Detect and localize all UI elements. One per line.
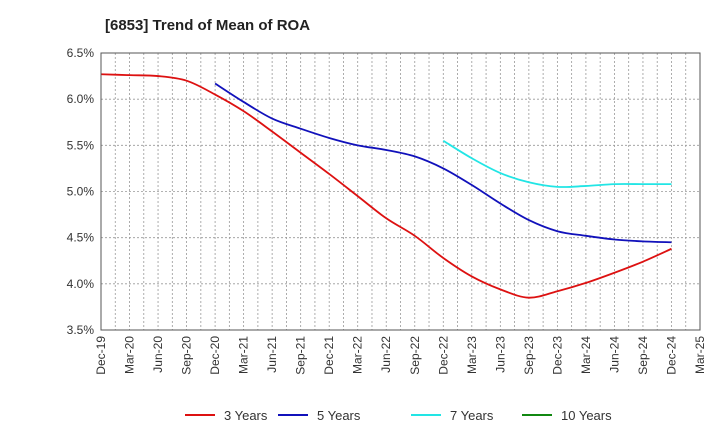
x-tick-label: Jun-24	[607, 336, 621, 373]
x-tick-label: Sep-20	[180, 336, 194, 375]
x-tick-label: Dec-19	[94, 336, 108, 375]
y-tick-label: 3.5%	[67, 323, 95, 337]
x-tick-label: Mar-24	[579, 336, 593, 374]
y-tick-label: 6.0%	[67, 92, 95, 106]
legend-label-3-years: 3 Years	[224, 408, 268, 423]
x-tick-label: Mar-21	[237, 336, 251, 374]
x-tick-label: Dec-24	[664, 336, 678, 375]
legend-label-5-years: 5 Years	[317, 408, 361, 423]
legend: 3 Years 5 Years 7 Years 10 Years	[185, 408, 612, 423]
x-tick-label: Mar-20	[123, 336, 137, 374]
series-line-7-years	[442, 139, 672, 188]
x-tick-label: Sep-21	[294, 336, 308, 375]
y-axis-ticks: 6.5% 6.0% 5.5% 5.0% 4.5% 4.0% 3.5%	[67, 46, 95, 337]
x-tick-label: Mar-22	[351, 336, 365, 374]
x-tick-label: Jun-22	[379, 336, 393, 373]
legend-label-10-years: 10 Years	[561, 408, 612, 423]
x-tick-label: Jun-21	[265, 336, 279, 373]
x-tick-label: Mar-25	[693, 336, 707, 374]
plot-border	[100, 52, 701, 331]
y-tick-label: 5.0%	[67, 185, 95, 199]
x-tick-label: Sep-22	[408, 336, 422, 375]
plot-frame	[100, 52, 701, 331]
x-tick-label: Mar-23	[465, 336, 479, 374]
x-tick-label: Jun-23	[493, 336, 507, 373]
grid-lines	[101, 53, 700, 330]
x-tick-label: Sep-23	[522, 336, 536, 375]
x-tick-label: Dec-21	[322, 336, 336, 375]
x-tick-label: Dec-22	[436, 336, 450, 375]
x-tick-label: Jun-20	[151, 336, 165, 373]
x-tick-label: Dec-20	[208, 336, 222, 375]
series-layer	[100, 73, 672, 299]
x-axis-ticks: Dec-19 Mar-20 Jun-20 Sep-20 Dec-20 Mar-21 Jun-…	[94, 336, 707, 375]
legend-label-7-years: 7 Years	[450, 408, 494, 423]
y-tick-label: 4.5%	[67, 231, 95, 245]
y-tick-label: 6.5%	[67, 46, 95, 60]
x-tick-label: Dec-23	[550, 336, 564, 375]
x-tick-label: Sep-24	[636, 336, 650, 375]
series-line-5-years	[214, 82, 672, 244]
y-tick-label: 5.5%	[67, 138, 95, 152]
chart-title: [6853] Trend of Mean of ROA	[105, 17, 310, 34]
series-line-3-years	[100, 73, 672, 299]
y-tick-label: 4.0%	[67, 277, 95, 291]
